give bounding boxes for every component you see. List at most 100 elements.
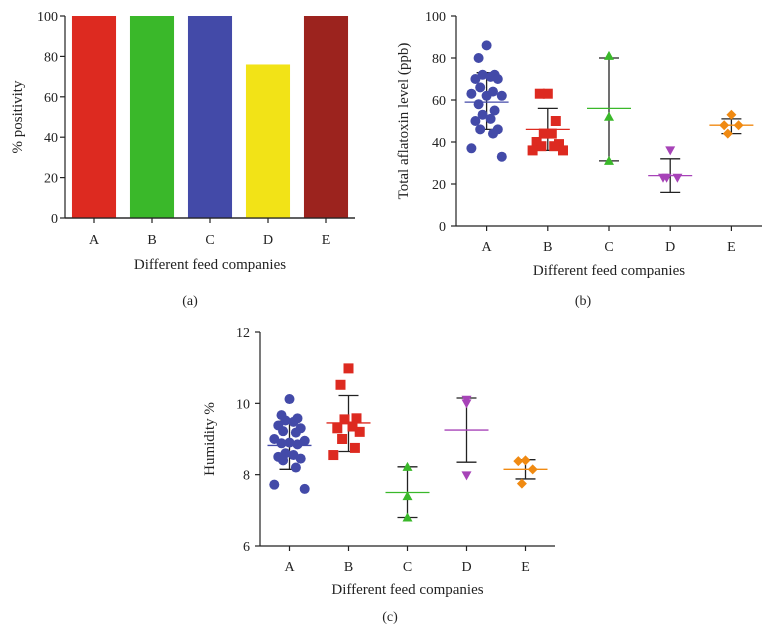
panel-c-point-c [402, 461, 413, 471]
panel-c-y-tick-label: 8 [243, 469, 250, 484]
panel-b-point-a [466, 88, 477, 99]
panel-b-x-axis-title: Different feed companies [533, 263, 685, 279]
panel-c-point-b [351, 413, 362, 424]
panel-a-y-tick-label: 40 [44, 131, 58, 146]
panel-c-point-a [295, 453, 306, 464]
panel-b-point-a [496, 151, 507, 162]
panel-c-humidity-scatter: 6 8 10 12 A B C D E Different feed companies Humid… [202, 326, 555, 598]
panel-b-point-b [527, 145, 538, 156]
panel-b-aflatoxin-scatter: 0 20 40 60 80 100 A B C D E Different feed companie… [396, 10, 762, 279]
panel-c-point-c [402, 512, 413, 522]
panel-b-y-tick-label: 40 [432, 136, 446, 151]
panel-b-point-a [473, 53, 484, 63]
panel-c-point-e [520, 455, 531, 466]
panel-b-point-a [489, 105, 500, 116]
panel-c-label: (c) [382, 610, 398, 625]
panel-b-category-label: A [482, 240, 493, 255]
panel-b-point-a [475, 82, 486, 93]
panel-c-point-b [337, 434, 348, 444]
panel-c-point-b [335, 379, 346, 390]
panel-b-y-axis-title: Total aflatoxin level (ppb) [396, 43, 412, 200]
panel-c-point-b [328, 450, 339, 461]
panel-c-category-label: A [284, 560, 295, 575]
panel-c-y-axis-title: Humidity % [202, 402, 218, 476]
panel-c-point-d [461, 471, 472, 481]
panel-b-point-a [492, 74, 503, 84]
panel-a-bar-chart: 0 20 40 60 80 100 A B C D E Different feed companie… [10, 10, 355, 273]
panel-b-y-tick-label: 20 [432, 178, 446, 193]
panel-b-point-d [665, 146, 676, 156]
panel-a-category-label: C [205, 233, 214, 248]
panel-b-point-b [546, 128, 557, 139]
panel-b-label: (b) [575, 294, 592, 309]
panel-c-point-a [288, 416, 299, 427]
panel-c-x-axis-title: Different feed companies [331, 582, 483, 598]
panel-b-point-a [481, 40, 492, 51]
panel-b-point-c [604, 155, 614, 165]
panel-c-y-tick-label: 6 [243, 540, 250, 555]
panel-c-point-e [516, 478, 527, 489]
panel-c-point-a [292, 439, 303, 450]
panel-b-point-a [477, 109, 488, 120]
panel-c-category-label: B [344, 560, 353, 575]
panel-b-point-e [722, 128, 733, 139]
panel-a-y-tick-label: 20 [44, 172, 58, 187]
panel-c-point-a [290, 462, 301, 473]
panel-c-point-b [343, 363, 354, 374]
panel-a-y-tick-label: 80 [44, 50, 58, 65]
panel-c-point-a [278, 426, 289, 437]
panel-b-point-a [481, 90, 492, 101]
panel-c-point-b [339, 414, 350, 425]
panel-c-point-a [276, 438, 287, 449]
panel-b-point-b [538, 128, 549, 139]
panel-b-point-a [475, 124, 486, 135]
panel-a-y-tick-label: 60 [44, 91, 58, 106]
panel-b-point-e [726, 109, 737, 120]
panel-a-x-axis-title: Different feed companies [134, 257, 286, 273]
panel-c-point-a [280, 415, 291, 426]
panel-c-point-a [269, 434, 280, 444]
panel-c-point-c [402, 491, 413, 501]
bar-d [245, 64, 291, 218]
panel-b-point-c [604, 111, 614, 121]
panel-b-point-a [473, 99, 484, 110]
panel-c-category-label: D [461, 560, 471, 575]
panel-b-y-tick-label: 0 [439, 220, 446, 235]
panel-a-y-tick-label: 0 [51, 212, 58, 227]
panel-b-point-b [550, 116, 561, 126]
panel-b-point-b [549, 141, 560, 152]
bar-c [187, 16, 233, 218]
panel-a-category-label: D [263, 233, 273, 248]
panel-c-point-b [349, 442, 360, 453]
panel-b-point-b [558, 145, 568, 156]
panel-b-y-tick-label: 100 [425, 10, 446, 25]
panel-b-y-tick-label: 80 [432, 52, 446, 67]
bar-e [303, 16, 349, 218]
panel-b-point-a [485, 113, 496, 124]
panel-b-y-tick-label: 60 [432, 94, 446, 109]
bar-a [71, 16, 117, 218]
panel-a-category-label: A [89, 233, 100, 248]
panel-b-category-label: D [665, 240, 675, 255]
panel-b-category-label: B [543, 240, 552, 255]
panel-b-point-a [466, 143, 477, 154]
panel-b-category-label: E [727, 240, 736, 255]
panel-a-y-tick-label: 100 [37, 10, 58, 25]
panel-c-point-b [354, 426, 365, 437]
panel-c-point-a [269, 479, 280, 490]
panel-b-point-b [536, 141, 547, 152]
panel-c-point-b [332, 423, 343, 434]
panel-c-point-a [299, 483, 310, 494]
panel-b-point-a [496, 90, 507, 101]
panel-a-category-label: B [147, 233, 156, 248]
panel-c-point-a [290, 427, 301, 438]
panel-a-label: (a) [182, 294, 198, 309]
panel-c-y-tick-label: 12 [236, 326, 250, 341]
panel-b-point-b [534, 88, 545, 99]
panel-b-point-b [542, 88, 553, 99]
panel-c-point-a [284, 394, 295, 405]
panel-a-category-label: E [322, 233, 331, 248]
panel-c-category-label: E [521, 560, 530, 575]
panel-a-y-axis-title: % positivity [10, 80, 26, 153]
